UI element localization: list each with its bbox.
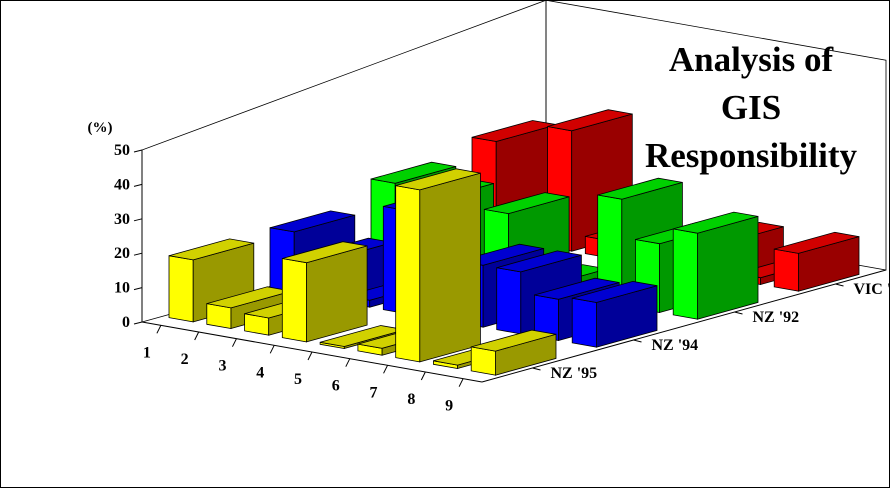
chart-title-line-2: GIS bbox=[720, 88, 782, 127]
bar-top bbox=[496, 250, 582, 273]
bar bbox=[773, 231, 860, 292]
bar-front bbox=[281, 258, 307, 343]
depth-tick bbox=[835, 283, 844, 287]
bar-top bbox=[471, 329, 557, 352]
chart-axes bbox=[133, 149, 887, 387]
bar-top bbox=[774, 231, 860, 254]
y-tick bbox=[133, 149, 143, 153]
bar bbox=[672, 211, 759, 320]
x-tick-label: 6 bbox=[332, 378, 340, 395]
bar-front bbox=[496, 267, 522, 335]
bar-top bbox=[547, 109, 633, 132]
x-tick bbox=[383, 365, 389, 374]
x-tick-label: 3 bbox=[218, 358, 226, 375]
series-label: NZ '94 bbox=[652, 337, 699, 354]
bar-front bbox=[168, 255, 194, 323]
x-tick bbox=[345, 358, 351, 367]
y-tick-label: 10 bbox=[114, 280, 130, 297]
y-tick-label: 0 bbox=[122, 314, 130, 331]
y-tick bbox=[133, 183, 143, 187]
depth-axis-line bbox=[481, 269, 887, 383]
x-tick-label: 9 bbox=[445, 398, 453, 415]
bar-top bbox=[269, 210, 355, 233]
x-tick-label: 5 bbox=[294, 371, 302, 388]
bar-front bbox=[395, 185, 421, 363]
chart-title-line-1: Analysis of bbox=[668, 40, 834, 79]
series-label: VIC '92 bbox=[854, 281, 890, 298]
y-tick-label: 50 bbox=[114, 142, 130, 159]
bar bbox=[470, 329, 557, 376]
series-label: NZ '95 bbox=[551, 365, 598, 382]
bar-top bbox=[673, 211, 759, 234]
bar-top bbox=[597, 177, 683, 200]
bar-side bbox=[697, 215, 759, 320]
depth-tick bbox=[532, 367, 541, 371]
bar-top bbox=[572, 280, 658, 303]
y-tick bbox=[133, 321, 143, 325]
x-tick bbox=[231, 338, 237, 347]
bar-front bbox=[571, 297, 597, 348]
y-tick-label: 40 bbox=[114, 176, 130, 193]
bar-top bbox=[484, 192, 570, 215]
series-label: NZ '92 bbox=[753, 309, 800, 326]
bar-top bbox=[395, 168, 481, 191]
bar-top bbox=[370, 161, 456, 184]
x-tick bbox=[156, 325, 162, 334]
x-tick bbox=[458, 378, 464, 387]
bar-top bbox=[168, 238, 254, 261]
bar bbox=[571, 280, 658, 348]
x-tick-label: 8 bbox=[407, 391, 415, 408]
y-axis-label: (%) bbox=[88, 120, 113, 136]
y-tick bbox=[133, 287, 143, 291]
y-tick-label: 30 bbox=[114, 211, 130, 228]
x-tick bbox=[307, 351, 313, 361]
x-tick-label: 1 bbox=[143, 344, 151, 361]
x-tick bbox=[194, 331, 200, 341]
y-tick bbox=[133, 218, 143, 222]
x-tick-label: 2 bbox=[181, 351, 189, 368]
bar-top bbox=[282, 241, 368, 264]
bar-front bbox=[470, 346, 496, 376]
bar-front bbox=[773, 248, 799, 292]
chart-title-line-3: Responsibility bbox=[645, 136, 857, 175]
bar-top bbox=[534, 277, 620, 300]
x-tick bbox=[269, 345, 275, 354]
x-tick-label: 7 bbox=[370, 384, 378, 401]
depth-tick bbox=[734, 311, 743, 315]
bar bbox=[395, 168, 481, 363]
bar-front bbox=[672, 228, 698, 320]
y-tick bbox=[133, 252, 143, 256]
bar-side bbox=[419, 172, 481, 363]
y-tick-label: 20 bbox=[114, 245, 130, 262]
chart-title: Analysis of GIS Responsibility bbox=[626, 36, 876, 180]
chart-labels: (%) 0 10 20 30 40 50 1 2 3 4 5 6 7 8 9 NZ '95 NZ '94 NZ '… bbox=[88, 120, 890, 415]
bar bbox=[281, 241, 368, 343]
x-tick-label: 4 bbox=[256, 364, 264, 381]
depth-tick bbox=[633, 339, 642, 343]
x-tick bbox=[420, 371, 426, 381]
chart-bars bbox=[168, 109, 860, 376]
